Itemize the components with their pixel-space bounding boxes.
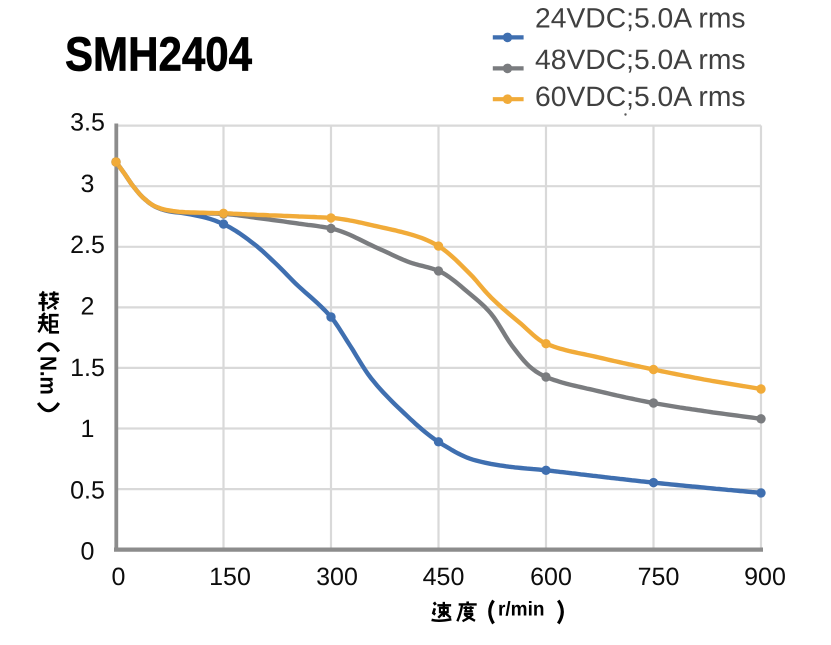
svg-text:60VDC;5.0A rms: 60VDC;5.0A rms: [535, 81, 746, 112]
svg-text:1.5: 1.5: [70, 354, 105, 382]
svg-text:r/min: r/min: [498, 599, 545, 621]
svg-text:0: 0: [81, 538, 95, 566]
svg-text:750: 750: [638, 563, 680, 591]
svg-text:0: 0: [112, 563, 126, 591]
svg-text:2.5: 2.5: [70, 231, 105, 259]
svg-text:0.5: 0.5: [70, 476, 105, 504]
svg-text:2: 2: [81, 293, 95, 321]
svg-text:150: 150: [209, 563, 251, 591]
svg-text:48VDC;5.0A rms: 48VDC;5.0A rms: [535, 44, 746, 75]
svg-text:3: 3: [81, 170, 95, 198]
svg-text:600: 600: [530, 563, 572, 591]
svg-text:3.5: 3.5: [70, 109, 105, 137]
svg-text:24VDC;5.0A rms: 24VDC;5.0A rms: [535, 3, 746, 34]
svg-text:SMH2404: SMH2404: [65, 29, 252, 82]
svg-text:900: 900: [744, 563, 786, 591]
svg-text:450: 450: [423, 563, 465, 591]
svg-text:1: 1: [81, 415, 95, 443]
svg-text:N.m: N.m: [36, 356, 62, 395]
svg-text:300: 300: [316, 563, 358, 591]
